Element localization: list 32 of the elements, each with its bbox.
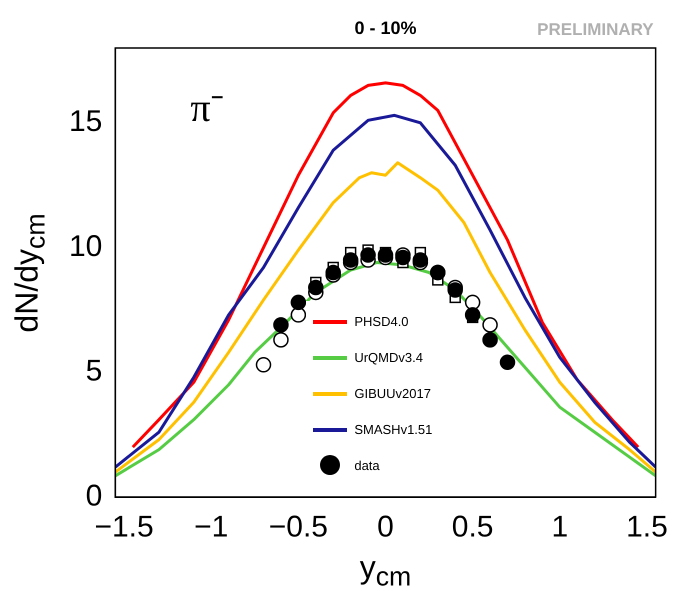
point: [464, 307, 480, 323]
annotation: π⁻: [190, 84, 225, 132]
y-tick-label: 10: [68, 230, 102, 263]
legend-label: data: [354, 458, 380, 472]
legend-label: PHSD4.0: [354, 314, 409, 328]
legend-label: UrQMDv3.4: [354, 350, 423, 364]
point: [290, 294, 306, 310]
x-axis-title: y$_{cm}$: [358, 549, 412, 592]
point: [256, 357, 272, 373]
x-tick-label: 1: [551, 510, 568, 544]
point: [273, 317, 289, 333]
y-tick-label: 5: [86, 354, 102, 388]
x-tick-label: 0.5: [452, 510, 494, 544]
point: [500, 354, 516, 370]
y-tick-label: 15: [68, 105, 102, 138]
point: [482, 332, 498, 348]
x-tick-label: 0: [377, 510, 394, 544]
point: [308, 280, 324, 296]
y-tick-label: 0: [86, 479, 102, 512]
point: [482, 317, 498, 333]
x-tick-label: 1.5: [626, 510, 668, 544]
point: [290, 307, 306, 323]
legend-label: GIBUUv2017: [354, 386, 431, 400]
legend-label: SMASHv1.51: [354, 422, 432, 436]
x-tick-label: −1: [194, 510, 228, 544]
point: [360, 247, 376, 263]
x-tick-label: −1.5: [94, 510, 154, 544]
x-tick-label: −0.5: [268, 510, 328, 544]
text: PRELIMINARY: [537, 20, 654, 40]
point: [464, 294, 480, 310]
point: [273, 332, 289, 348]
chart-title: 0 - 10%: [353, 18, 418, 39]
